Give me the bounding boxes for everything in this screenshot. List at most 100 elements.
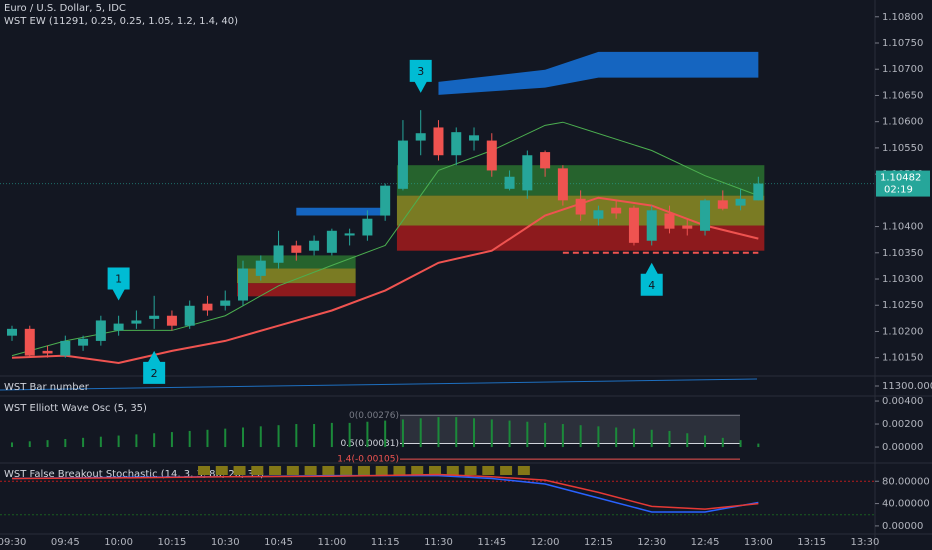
level-label: 1.4(-0.00105) [337, 455, 399, 465]
x-tick-label: 09:45 [51, 537, 80, 548]
osc-bar [259, 426, 262, 448]
y-tick-label: 0.00200 [882, 419, 923, 430]
osc-bar [28, 441, 31, 448]
candle-body [362, 218, 373, 236]
candle-body [24, 328, 35, 356]
candle-body [682, 225, 693, 229]
candle-body [326, 230, 337, 253]
y-tick-label: 1.10150 [882, 353, 923, 364]
candle-body [397, 140, 408, 189]
y-tick-label: 1.10800 [882, 12, 923, 23]
x-tick-label: 12:30 [637, 537, 666, 548]
x-tick-label: 11:00 [317, 537, 346, 548]
signal-marker [464, 466, 477, 475]
candle-body [7, 328, 17, 336]
candle-body [717, 200, 728, 209]
level-box [400, 415, 740, 444]
signal-marker [251, 466, 264, 475]
candle-body [131, 320, 142, 324]
signal-marker [269, 466, 282, 475]
pane-title: WST Bar number [4, 382, 90, 393]
zone [237, 255, 356, 269]
signal-marker [411, 466, 424, 475]
osc-bar [330, 422, 333, 448]
osc-bar [739, 440, 742, 448]
stoch-line [11, 473, 759, 510]
pane-title: WST False Breakout Stochastic (14, 3, 3,… [4, 469, 264, 480]
osc-bar [295, 424, 298, 448]
candle-body [735, 198, 746, 206]
last-price-label: 1.10482 [880, 173, 921, 184]
candle-body [433, 127, 444, 156]
candle-body [273, 245, 284, 263]
signal-marker [215, 466, 228, 475]
x-tick-label: 11:15 [371, 537, 400, 548]
osc-bar [153, 433, 156, 448]
candle-body [486, 140, 497, 171]
wave-label: 1 [115, 273, 122, 286]
x-tick-label: 11:45 [477, 537, 506, 548]
candle-body [557, 168, 568, 201]
wave-label: 4 [648, 279, 655, 292]
osc-bar [757, 443, 760, 448]
osc-bar [99, 436, 102, 448]
signal-marker [393, 466, 406, 475]
level-label: 0.5(0.00031) [340, 439, 399, 449]
x-tick-label: 11:30 [424, 537, 453, 548]
y-tick-label: 1.10250 [882, 300, 923, 311]
osc-bar [170, 432, 173, 448]
osc-bar [544, 422, 547, 448]
signal-marker [517, 466, 530, 475]
indicator-line [11, 196, 759, 364]
osc-bar [721, 437, 724, 448]
osc-bar [668, 430, 671, 448]
osc-bar [366, 421, 369, 448]
candle-body [700, 200, 711, 231]
y-tick-label: 40.00000 [882, 499, 930, 510]
y-tick-label: 0.00000 [882, 442, 923, 453]
wave-marker [143, 350, 166, 384]
candle-body [593, 210, 604, 219]
y-tick-label: 11300.00000 [882, 381, 932, 392]
candle-body [522, 155, 533, 191]
x-tick-label: 13:00 [744, 537, 773, 548]
y-tick-label: 1.10700 [882, 64, 923, 75]
indicator-line [11, 121, 759, 357]
candle-body [753, 183, 764, 201]
candle-body [451, 132, 462, 156]
level-label: 0(0.00276) [349, 411, 399, 421]
candle-body [344, 233, 355, 236]
candle-body [42, 350, 53, 354]
x-tick-label: 10:15 [158, 537, 187, 548]
osc-bar [82, 437, 85, 448]
osc-bar [508, 420, 511, 448]
signal-marker [198, 466, 210, 475]
candle-body [415, 133, 426, 141]
wave-marker [107, 267, 130, 301]
osc-bar [579, 425, 582, 448]
signal-marker [304, 466, 317, 475]
signal-marker [286, 466, 299, 475]
osc-bar [490, 419, 493, 448]
wave-marker [409, 59, 432, 93]
candle-body [78, 338, 89, 346]
signal-marker [233, 466, 246, 475]
y-tick-label: 1.10550 [882, 143, 923, 154]
osc-bar [348, 422, 351, 448]
candle-body [184, 305, 195, 326]
signal-marker [375, 466, 388, 475]
candle-body [291, 245, 302, 253]
x-tick-label: 13:15 [797, 537, 826, 548]
osc-bar [526, 421, 529, 448]
candle-body [95, 320, 106, 341]
candle-body [380, 185, 391, 216]
indicator-title: WST EW (11291, 0.25, 0.25, 1.05, 1.2, 1.… [4, 16, 238, 27]
zone [237, 268, 356, 284]
osc-bar [704, 435, 707, 448]
x-tick-label: 12:00 [531, 537, 560, 548]
osc-bar [686, 433, 689, 448]
signal-marker [322, 466, 335, 475]
x-tick-label: 12:45 [691, 537, 720, 548]
osc-bar [632, 428, 635, 448]
